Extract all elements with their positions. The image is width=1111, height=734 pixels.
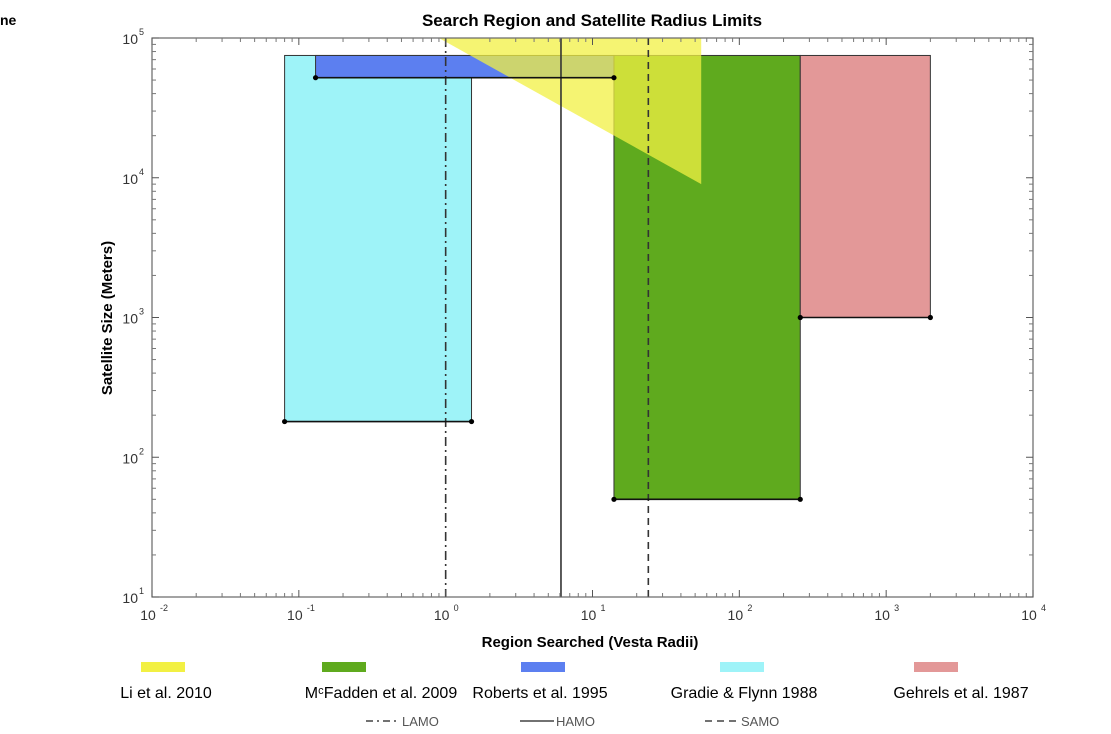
x-tick-label: 10 xyxy=(728,607,744,623)
legend-label-roberts-et-al-1995: Roberts et al. 1995 xyxy=(472,685,607,702)
marker-gradie-flynn-1988-end xyxy=(468,418,475,425)
legend-swatch-gradie-flynn-1988 xyxy=(720,662,764,672)
marker-m-fadden-et-al-2009-start xyxy=(611,496,617,502)
legend-line-label-lamo: LAMO xyxy=(402,714,439,729)
y-tick-exponent: 5 xyxy=(139,27,144,37)
y-tick-label: 10 xyxy=(122,311,138,327)
marker-roberts-et-al-1995-start xyxy=(312,75,319,81)
y-tick-label: 10 xyxy=(122,171,138,187)
reference-line-layer xyxy=(444,38,650,597)
legend-swatch-m-fadden-et-al-2009 xyxy=(322,662,366,672)
y-tick-exponent: 1 xyxy=(139,586,144,596)
x-tick-exponent: 2 xyxy=(747,603,752,613)
marker-gehrels-et-al-1987-end xyxy=(927,314,933,321)
x-tick-exponent: 4 xyxy=(1041,603,1046,613)
x-tick-exponent: 1 xyxy=(601,603,606,613)
chart-title: Search Region and Satellite Radius Limit… xyxy=(422,11,762,30)
y-tick-exponent: 3 xyxy=(139,307,144,317)
legend-label-gradie-flynn-1988: Gradie & Flynn 1988 xyxy=(671,685,818,702)
x-tick-exponent: 3 xyxy=(894,603,899,613)
marker-gehrels-et-al-1987-start xyxy=(797,314,803,321)
legend-swatch-roberts-et-al-1995 xyxy=(521,662,565,672)
region-li-et-al-2010 xyxy=(438,38,702,185)
marker-gradie-flynn-1988-start xyxy=(282,418,288,425)
marker-m-fadden-et-al-2009-end xyxy=(797,496,803,502)
region-gradie-flynn-1988 xyxy=(284,54,473,423)
legend-label-gehrels-et-al-1987: Gehrels et al. 1987 xyxy=(893,685,1028,702)
legend-swatch-gehrels-et-al-1987 xyxy=(914,662,958,672)
boundary-line-layer xyxy=(282,75,933,502)
legend-label-li-et-al-2010: Li et al. 2010 xyxy=(120,685,212,702)
x-tick-exponent: -1 xyxy=(307,603,315,613)
x-axis-label: Region Searched (Vesta Radii) xyxy=(482,634,699,651)
y-tick-exponent: 4 xyxy=(139,167,144,177)
y-tick-exponent: 2 xyxy=(139,446,144,456)
x-tick-exponent: 0 xyxy=(454,603,459,613)
marker-roberts-et-al-1995-end xyxy=(611,75,617,81)
y-axis-label: Satellite Size (Meters) xyxy=(99,241,116,395)
legend-line-label-hamo: HAMO xyxy=(556,714,595,729)
legend: Li et al. 2010 MᶜFadden et al. 2009 Robert… xyxy=(120,654,1029,729)
x-tick-label: 10 xyxy=(434,607,450,623)
y-tick-label: 10 xyxy=(122,590,138,606)
legend-box xyxy=(125,654,1020,710)
tick-layer: 10 -2 10 -1 10 0 10 1 10 2 10 3 10 410 110 210 310 410 5 xyxy=(122,27,1046,623)
region-gehrels-et-al-1987 xyxy=(799,54,931,319)
x-tick-label: 10 xyxy=(140,607,156,623)
cropped-text-fragment: ne xyxy=(0,12,17,28)
x-tick-label: 10 xyxy=(287,607,303,623)
x-tick-label: 10 xyxy=(874,607,890,623)
legend-swatch-li-et-al-2010 xyxy=(141,662,185,672)
legend-line-label-samo: SAMO xyxy=(741,714,779,729)
x-tick-label: 10 xyxy=(581,607,597,623)
y-tick-label: 10 xyxy=(122,450,138,466)
y-tick-label: 10 xyxy=(122,31,138,47)
x-tick-label: 10 xyxy=(1021,607,1037,623)
x-tick-exponent: -2 xyxy=(160,603,168,613)
region-layer xyxy=(284,38,931,500)
legend-label-m-fadden-et-al-2009: MᶜFadden et al. 2009 xyxy=(305,685,458,702)
